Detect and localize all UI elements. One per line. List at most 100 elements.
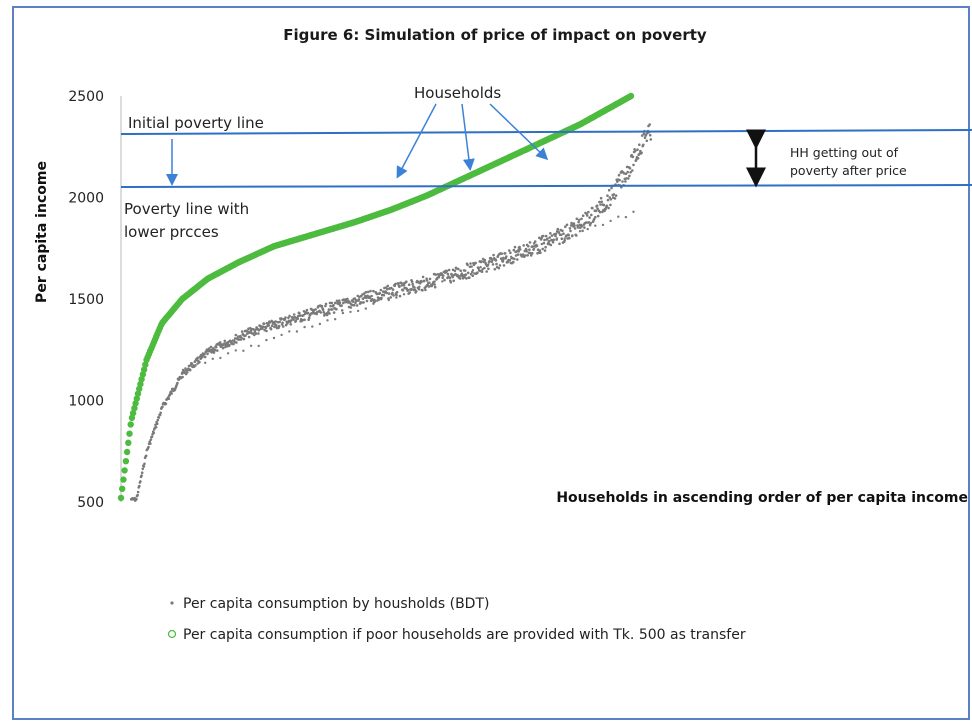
gray-data-point	[457, 267, 460, 271]
gray-data-point	[327, 308, 331, 311]
gray-data-point	[445, 269, 449, 273]
gray-data-point	[298, 311, 301, 315]
gray-data-point	[341, 311, 345, 315]
gray-data-point	[235, 341, 238, 344]
gray-data-point	[421, 275, 425, 279]
gray-data-point	[306, 311, 310, 315]
gray-data-point	[157, 416, 161, 419]
gray-data-point	[338, 299, 341, 303]
gray-data-point	[158, 413, 162, 417]
gray-data-point	[640, 151, 643, 155]
gray-data-point	[485, 270, 489, 273]
gray-data-point	[188, 368, 192, 371]
series-green-points	[117, 92, 635, 502]
gray-data-point	[261, 325, 265, 329]
green-data-point	[136, 385, 143, 393]
gray-data-point	[626, 170, 629, 174]
gray-data-point	[329, 304, 332, 308]
gray-data-point	[602, 203, 606, 207]
gray-data-point	[469, 262, 472, 265]
gray-data-point	[596, 207, 599, 210]
gray-data-point	[270, 319, 274, 323]
green-data-point	[134, 390, 142, 397]
gray-data-point	[627, 177, 630, 180]
gray-data-point	[242, 337, 246, 341]
gray-data-point	[382, 293, 386, 297]
gray-data-point	[562, 232, 565, 235]
green-data-point	[137, 380, 144, 388]
gray-data-point	[324, 304, 327, 308]
gray-data-point	[378, 291, 382, 295]
chart-title: Figure 6: Simulation of price of impact …	[283, 26, 707, 44]
gray-data-point	[144, 454, 148, 458]
gray-data-point	[512, 248, 516, 252]
gray-data-point	[154, 425, 158, 429]
gray-data-point	[181, 371, 184, 374]
gray-data-point	[152, 431, 155, 435]
gray-data-point	[351, 300, 355, 303]
gray-data-point	[452, 279, 456, 283]
gray-data-point	[525, 248, 528, 252]
gray-data-point	[196, 356, 199, 360]
gray-data-point	[470, 265, 473, 268]
gray-data-point	[395, 296, 398, 299]
gray-data-point	[433, 283, 437, 286]
gray-data-point	[190, 362, 194, 365]
gray-data-point	[491, 263, 495, 266]
gray-data-point	[139, 480, 142, 483]
gray-data-point	[262, 322, 266, 326]
gray-data-point	[517, 250, 520, 253]
gray-data-point	[502, 258, 505, 261]
gray-data-point	[272, 336, 276, 340]
gray-data-point	[406, 289, 410, 292]
gray-data-point	[493, 267, 497, 271]
gray-data-point	[214, 345, 218, 349]
gray-data-point	[398, 285, 401, 289]
y-tick-label: 2500	[68, 89, 104, 105]
gray-data-point	[526, 254, 529, 257]
gray-data-point	[340, 304, 343, 307]
gray-data-point	[594, 215, 597, 219]
gray-data-point	[446, 272, 450, 276]
gray-data-point	[448, 276, 452, 280]
gray-data-point	[424, 288, 427, 292]
gray-data-point	[451, 275, 454, 279]
gray-data-point	[453, 269, 457, 273]
gray-data-point	[471, 274, 475, 278]
gray-data-point	[254, 332, 258, 335]
gray-data-point	[456, 273, 459, 277]
green-data-point	[121, 467, 128, 474]
gray-data-point	[612, 193, 616, 196]
gray-data-point	[422, 279, 426, 283]
gray-data-point	[204, 361, 207, 364]
gray-data-point	[598, 210, 602, 214]
gray-data-point	[636, 148, 639, 151]
gray-data-point	[386, 284, 390, 288]
gray-data-point	[418, 285, 421, 288]
gray-data-point	[638, 143, 641, 146]
gray-data-point	[149, 438, 153, 441]
gray-data-point	[479, 265, 482, 269]
y-tick-label: 1000	[68, 394, 104, 410]
gray-data-point	[138, 484, 141, 488]
gray-data-point	[550, 234, 554, 237]
gray-data-point	[490, 260, 494, 264]
gray-data-point	[521, 253, 525, 256]
gray-data-point	[527, 244, 530, 248]
gray-data-point	[265, 329, 268, 333]
gray-data-point	[606, 198, 610, 202]
gray-data-point	[433, 285, 437, 289]
gray-data-point	[441, 280, 444, 283]
gray-data-point	[402, 293, 406, 296]
y-tick-label: 500	[77, 495, 104, 511]
gray-data-point	[354, 301, 357, 305]
gray-data-point	[564, 225, 567, 228]
gray-data-point	[551, 241, 555, 244]
gray-data-point	[483, 266, 486, 270]
gray-data-point	[242, 349, 245, 352]
gray-data-point	[549, 232, 552, 235]
gray-data-point	[628, 174, 631, 178]
gray-data-point	[443, 278, 446, 282]
gray-data-point	[476, 271, 479, 275]
gray-data-point	[305, 308, 309, 312]
